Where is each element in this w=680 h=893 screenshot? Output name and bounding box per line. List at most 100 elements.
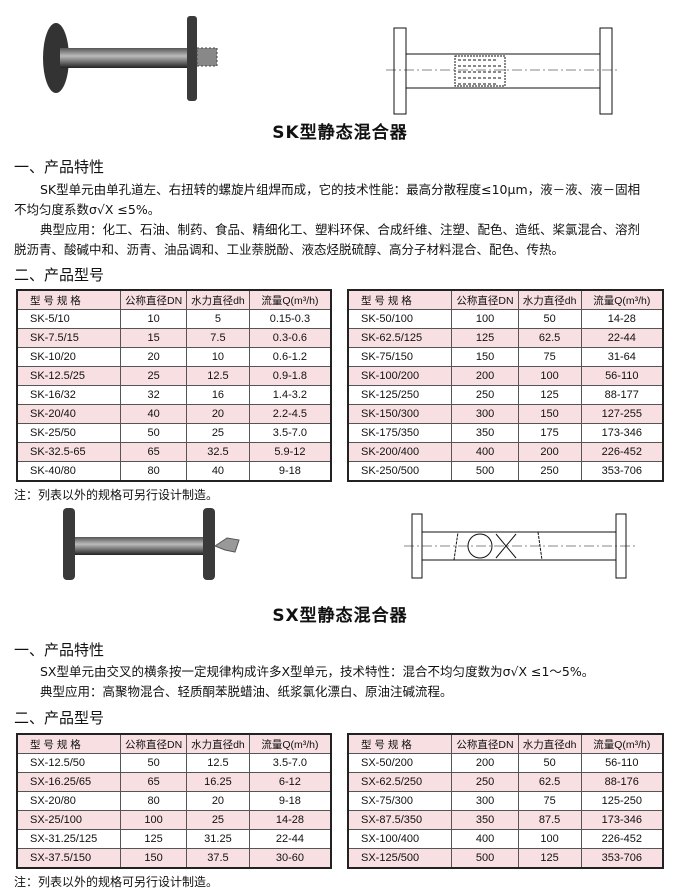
table-header-row: 型 号 规 格公称直径DN 水力直径dh 流量Q(m³/h) [347,733,664,754]
cell-nominal-diameter-dn: 500 [451,848,519,869]
table-row: SK-16/32 32 16 1.4-3.2 [16,385,332,405]
cell-flow-rate-q: 3.5-7.0 [248,423,332,443]
header-model: 型 号 规 格 [16,733,122,754]
cell-model: SX-50/200 [347,753,453,773]
table-row: SX-125/500 500 125 353-706 [347,848,664,869]
cell-hydraulic-diameter-dh: 125 [517,848,582,869]
cell-flow-rate-q: 88-176 [580,772,664,792]
table-row: SK-62.5/125 125 62.5 22-44 [347,328,664,348]
sk-mixer-drawing [386,27,620,115]
cell-hydraulic-diameter-dh: 100 [517,366,582,386]
table-row: SK-75/150 150 75 31-64 [347,347,664,367]
cell-hydraulic-diameter-dh: 125 [517,385,582,405]
table-row: SK-12.5/25 25 12.5 0.9-1.8 [16,366,332,386]
cell-nominal-diameter-dn: 100 [451,309,519,329]
cell-flow-rate-q: 22-44 [580,328,664,348]
cell-model: SK-50/100 [347,309,453,329]
header-nominal-diameter-dn: 公称直径DN [120,733,188,754]
cell-model: SK-62.5/125 [347,328,453,348]
cell-nominal-diameter-dn: 125 [120,829,188,849]
sk-mixer-photo [43,16,218,101]
sx-para2: 典型应用：高聚物混合、轻质酮苯脱蜡油、纸浆氯化漂白、原油注碱流程。 [40,684,453,699]
sx-title: SX型静态混合器 [272,606,408,626]
table-row: SX-20/80 80 20 9-18 [16,791,332,811]
cell-nominal-diameter-dn: 40 [120,404,188,424]
cell-model: SK-12.5/25 [16,366,122,386]
header-hydraulic-diameter-dh: 水力直径dh [517,733,582,754]
cell-model: SK-250/500 [347,461,453,482]
cell-flow-rate-q: 0.6-1.2 [248,347,332,367]
header-model: 型 号 规 格 [347,289,453,310]
table-row: SK-125/250 250 125 88-177 [347,385,664,405]
cell-flow-rate-q: 31-64 [580,347,664,367]
cell-flow-rate-q: 226-452 [580,442,664,462]
cell-flow-rate-q: 14-28 [248,810,332,830]
cell-model: SX-37.5/150 [16,848,122,869]
cell-hydraulic-diameter-dh: 7.5 [186,328,250,348]
sx-spec-table-left: 型 号 规 格公称直径DN 水力直径dh 流量Q(m³/h) SX-12.5/50 50… [16,733,332,869]
sk-section-features: 一、产品特性 [14,158,105,176]
cell-nominal-diameter-dn: 150 [120,848,188,869]
cell-model: SK-100/200 [347,366,453,386]
cell-hydraulic-diameter-dh: 31.25 [186,829,250,849]
cell-nominal-diameter-dn: 65 [120,442,188,462]
cell-nominal-diameter-dn: 80 [120,791,188,811]
sx-note: 注：列表以外的规格可另行设计制造。 [14,875,219,889]
cell-hydraulic-diameter-dh: 62.5 [517,772,582,792]
cell-nominal-diameter-dn: 200 [451,366,519,386]
cell-hydraulic-diameter-dh: 25 [186,810,250,830]
table-row: SK-10/20 20 10 0.6-1.2 [16,347,332,367]
table-row: SX-16.25/65 65 16.25 6-12 [16,772,332,792]
cell-hydraulic-diameter-dh: 32.5 [186,442,250,462]
header-nominal-diameter-dn: 公称直径DN [120,289,188,310]
cell-model: SK-75/150 [347,347,453,367]
cell-hydraulic-diameter-dh: 20 [186,404,250,424]
table-header-row: 型 号 规 格公称直径DN 水力直径dh 流量Q(m³/h) [16,289,332,310]
table-row: SK-32.5-65 65 32.5 5.9-12 [16,442,332,462]
sk-title: SK型静态混合器 [272,123,408,143]
cell-model: SK-25/50 [16,423,122,443]
cell-hydraulic-diameter-dh: 100 [517,829,582,849]
cell-flow-rate-q: 22-44 [248,829,332,849]
cell-hydraulic-diameter-dh: 62.5 [517,328,582,348]
cell-flow-rate-q: 9-18 [248,461,332,482]
sk-para1a: SK型单元由单孔道左、右扭转的螺旋片组焊而成，它的技术性能：最高分散程度≤10μ… [40,182,641,197]
cell-model: SX-87.5/350 [347,810,453,830]
cell-nominal-diameter-dn: 300 [451,404,519,424]
cell-model: SK-32.5-65 [16,442,122,462]
cell-flow-rate-q: 56-110 [580,366,664,386]
cell-hydraulic-diameter-dh: 12.5 [186,366,250,386]
cell-hydraulic-diameter-dh: 87.5 [517,810,582,830]
cell-flow-rate-q: 0.15-0.3 [248,309,332,329]
cell-flow-rate-q: 226-452 [580,829,664,849]
cell-flow-rate-q: 56-110 [580,753,664,773]
sk-para1b: 不均匀度系数σ√X ≤5%。 [14,202,161,217]
header-flow-rate-q: 流量Q(m³/h) [580,289,664,310]
header-hydraulic-diameter-dh: 水力直径dh [517,289,582,310]
cell-flow-rate-q: 127-255 [580,404,664,424]
cell-model: SX-25/100 [16,810,122,830]
cell-hydraulic-diameter-dh: 175 [517,423,582,443]
sx-mixer-photo [63,508,240,580]
cell-flow-rate-q: 9-18 [248,791,332,811]
sx-section-models: 二、产品型号 [14,709,105,727]
cell-nominal-diameter-dn: 100 [120,810,188,830]
header-hydraulic-diameter-dh: 水力直径dh [186,733,250,754]
table-row: SX-75/300 300 75 125-250 [347,791,664,811]
cell-model: SK-125/250 [347,385,453,405]
cell-model: SK-40/80 [16,461,122,482]
cell-model: SK-10/20 [16,347,122,367]
cell-hydraulic-diameter-dh: 200 [517,442,582,462]
cell-model: SX-31.25/125 [16,829,122,849]
sk-spec-table-right: 型 号 规 格公称直径DN 水力直径dh 流量Q(m³/h) SK-50/100 100… [347,289,664,482]
cell-nominal-diameter-dn: 50 [120,423,188,443]
cell-model: SK-150/300 [347,404,453,424]
cell-nominal-diameter-dn: 32 [120,385,188,405]
cell-hydraulic-diameter-dh: 16.25 [186,772,250,792]
cell-hydraulic-diameter-dh: 75 [517,347,582,367]
cell-flow-rate-q: 125-250 [580,791,664,811]
table-row: SK-25/50 50 25 3.5-7.0 [16,423,332,443]
cell-nominal-diameter-dn: 250 [451,772,519,792]
cell-model: SX-125/500 [347,848,453,869]
sk-para2a: 典型应用：化工、石油、制药、食品、精细化工、塑料环保、合成纤维、注塑、配色、造纸… [40,222,641,237]
